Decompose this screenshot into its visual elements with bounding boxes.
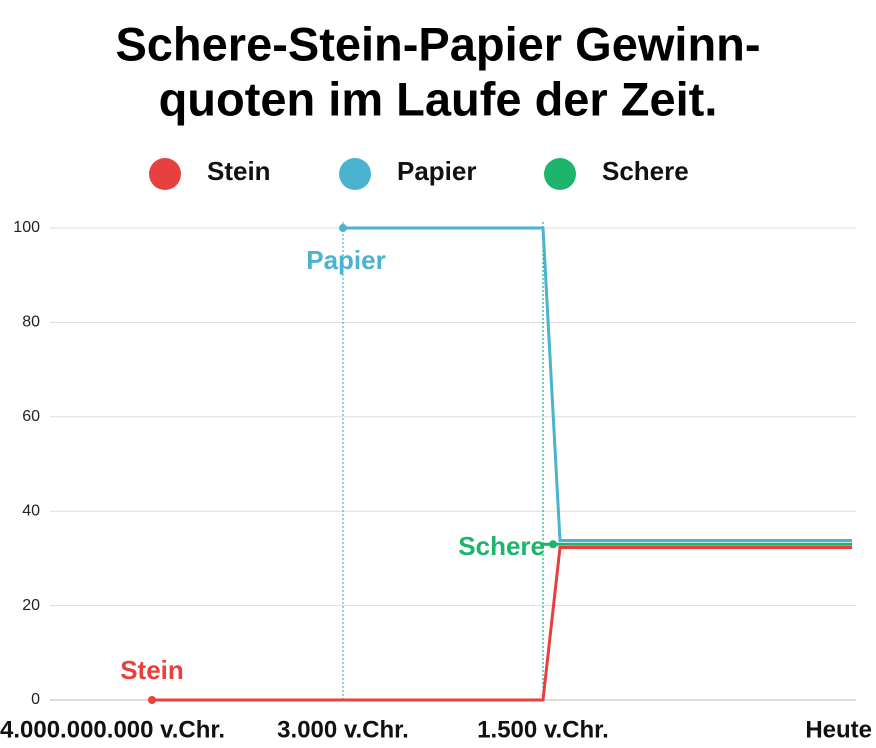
annotation: Schere <box>458 531 545 561</box>
legend-swatch <box>339 158 371 190</box>
legend-label: Papier <box>397 156 477 186</box>
x-tick-label: 4.000.000.000 v.Chr. <box>0 716 225 743</box>
series-start-dot <box>549 540 557 549</box>
legend-label: Schere <box>602 156 689 186</box>
annotation: Papier <box>306 245 386 275</box>
legend-label: Stein <box>207 156 271 186</box>
series-start-dot <box>148 696 156 704</box>
legend-swatch <box>544 158 576 190</box>
y-tick-label: 100 <box>13 219 40 236</box>
x-tick-label: Heute <box>805 716 872 743</box>
legend-swatch <box>149 158 181 190</box>
chart-title: Schere-Stein-Papier Gewinn- <box>115 17 760 70</box>
y-tick-label: 0 <box>31 691 40 708</box>
x-tick-label: 3.000 v.Chr. <box>277 716 409 743</box>
y-tick-label: 40 <box>22 502 40 519</box>
chart-title: quoten im Laufe der Zeit. <box>159 72 718 125</box>
y-tick-label: 20 <box>22 597 40 614</box>
y-tick-label: 60 <box>22 408 40 425</box>
series-line <box>152 546 852 702</box>
annotation: Stein <box>120 655 184 685</box>
y-tick-label: 80 <box>22 314 40 331</box>
series-line <box>343 226 852 542</box>
series-start-dot <box>339 224 347 232</box>
x-tick-label: 1.500 v.Chr. <box>477 716 609 743</box>
